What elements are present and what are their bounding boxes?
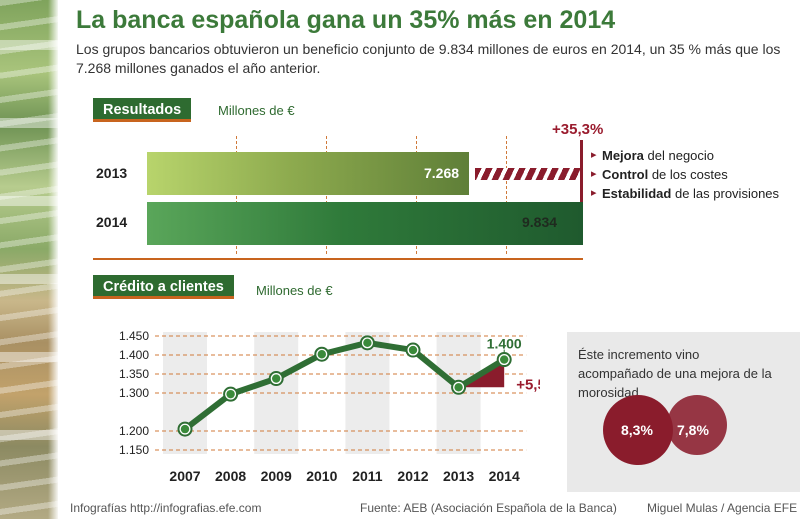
x-tick-label: 2013 [443, 468, 474, 484]
footer-center: Fuente: AEB (Asociación Española de la B… [360, 501, 617, 515]
credit-change: +5,5% [516, 376, 540, 393]
x-tick-label: 2007 [169, 468, 200, 484]
results-baseline [93, 258, 583, 260]
y-tick-label: 1.150 [119, 443, 149, 457]
x-tick-label: 2010 [306, 468, 337, 484]
bar-2013 [147, 152, 469, 195]
data-point [180, 424, 190, 434]
y-tick-label: 1.200 [119, 424, 149, 438]
x-tick-label: 2008 [215, 468, 246, 484]
results-year-2013: 2013 [96, 165, 128, 181]
data-point [408, 345, 418, 355]
grid-line [416, 136, 417, 254]
reason-item: Estabilidad de las provisiones [591, 184, 779, 203]
data-point [500, 355, 509, 364]
reason-item: Control de los costes [591, 165, 779, 184]
data-point [317, 350, 326, 359]
page-title: La banca española gana un 35% más en 201… [76, 6, 616, 34]
credit-line-chart: 1.150 1.200 1.300 1.350 1.400 1.450 2007 2008 20… [119, 329, 540, 484]
x-tick-label: 2014 [489, 468, 520, 484]
data-point [272, 374, 281, 383]
grid-line [506, 136, 507, 254]
credit-units: Millones de € [256, 283, 333, 298]
data-point [454, 383, 463, 392]
x-tick-label: 2009 [261, 468, 292, 484]
data-point [363, 338, 372, 348]
money-photo-strip [0, 0, 58, 519]
reasons-bracket [580, 140, 583, 202]
results-section-label: Resultados [93, 98, 192, 122]
circle-label-2014: 7,8% [677, 422, 709, 438]
reason-item: Mejora del negocio [591, 146, 779, 165]
circle-2013 [603, 395, 673, 465]
circle-label-2013: 8,3% [621, 422, 653, 438]
note-text: Éste incremento vino acompañado de una m… [578, 347, 772, 400]
credit-section-label: Crédito a clientes [93, 275, 234, 299]
x-tick-label: 2012 [397, 468, 428, 484]
y-tick-label: 1.400 [119, 348, 149, 362]
footer-right: Miguel Mulas / Agencia EFE [647, 501, 798, 515]
last-value-label: 1.400 [487, 336, 522, 352]
grid-line [236, 136, 237, 254]
circle-2014 [667, 395, 727, 455]
y-tick-label: 1.350 [119, 367, 149, 381]
series-line [183, 339, 506, 432]
x-tick-label: 2011 [352, 468, 383, 484]
y-tick-label: 1.300 [119, 386, 149, 400]
growth-hatch [475, 168, 583, 180]
data-point [226, 389, 235, 399]
y-tick-label: 1.450 [119, 329, 149, 343]
results-units: Millones de € [218, 103, 295, 118]
reasons-list: Mejora del negocio Control de los costes… [591, 146, 779, 203]
bar-2014 [147, 202, 583, 245]
subtitle: Los grupos bancarios obtuvieron un benef… [76, 41, 781, 76]
bar-value-2013: 7.268 [424, 165, 460, 181]
results-year-2014: 2014 [96, 214, 128, 230]
grid-line [326, 136, 327, 254]
results-change: +35,3% [552, 121, 604, 138]
bar-value-2014: 9.834 [522, 214, 558, 230]
footer-left: Infografías http://infografias.efe.com [70, 501, 262, 515]
